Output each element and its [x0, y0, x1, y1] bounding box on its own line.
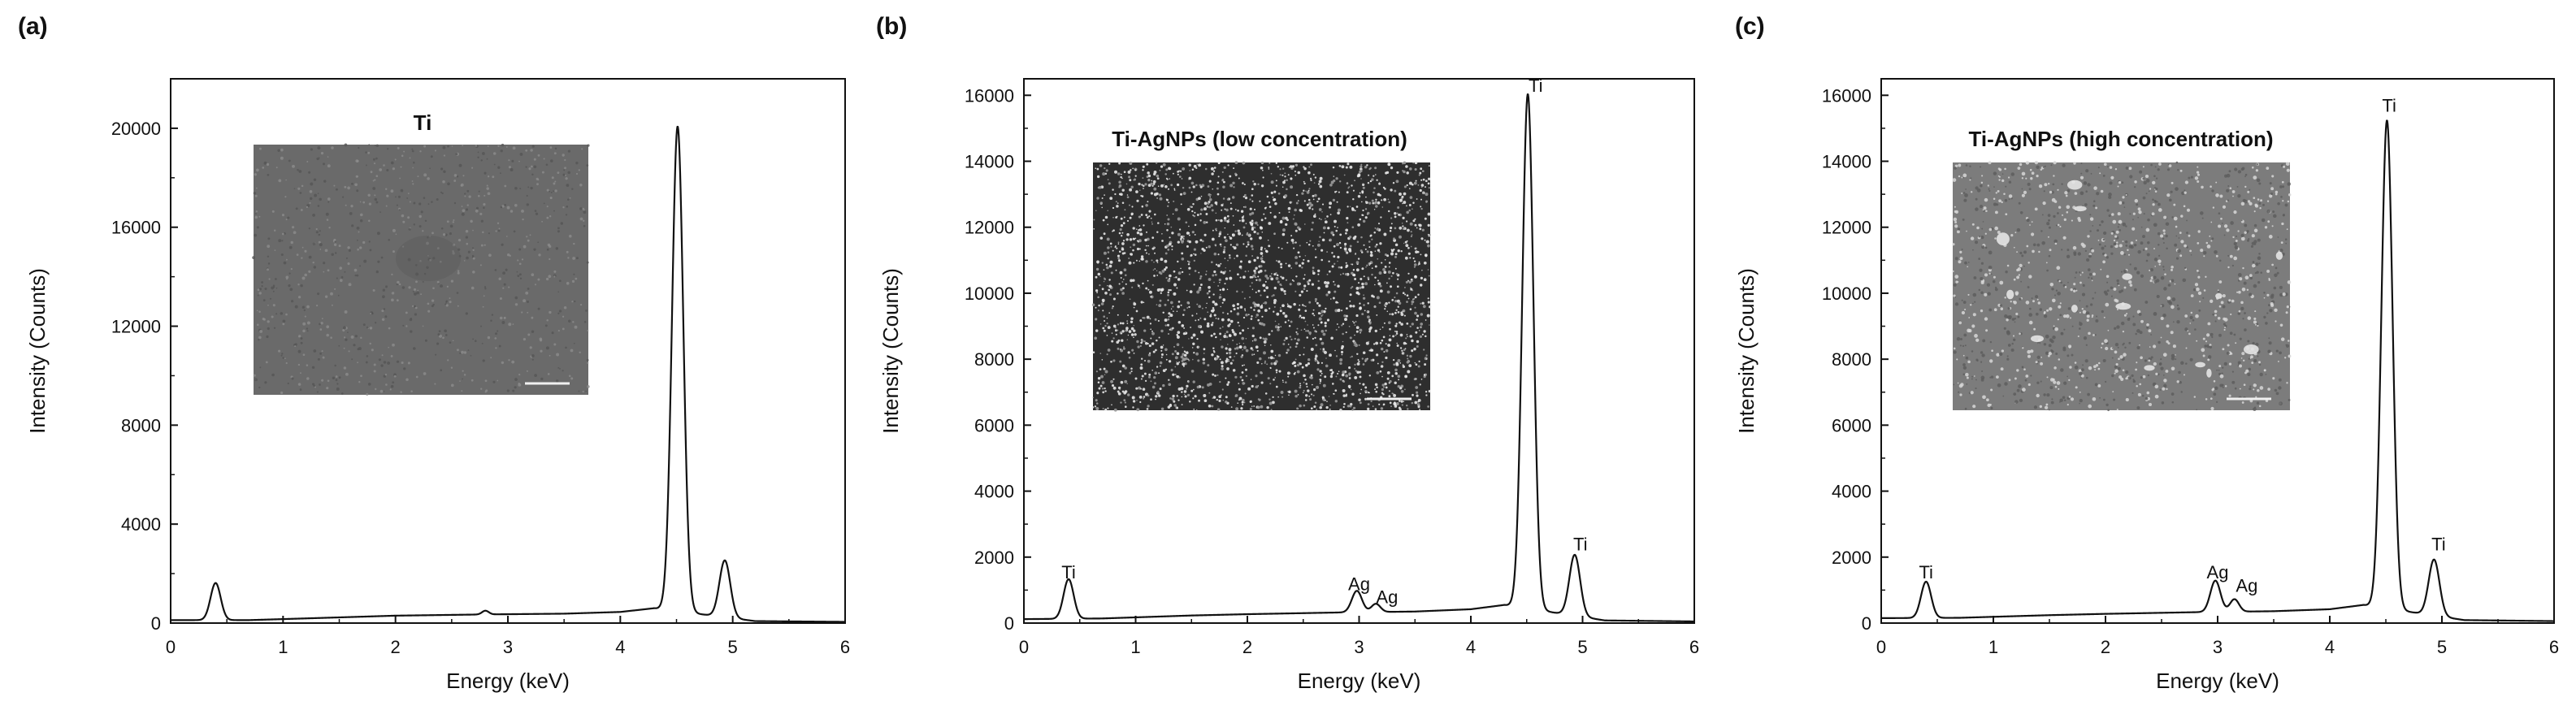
x-tick-label: 6: [2549, 637, 2559, 657]
y-tick-label: 12000: [111, 317, 161, 337]
x-axis-label: Energy (keV): [1298, 669, 1421, 693]
inset-title: Ti: [414, 110, 432, 135]
y-tick-label: 20000: [111, 119, 161, 139]
y-tick-label: 0: [1862, 613, 1871, 634]
agnp-cluster: [1996, 232, 2010, 246]
x-tick-label: 3: [1354, 637, 1364, 657]
agnp-cluster: [2215, 292, 2223, 299]
y-tick-label: 4000: [121, 514, 161, 535]
sem-texture: [252, 143, 590, 396]
eds-spectrum-line: [170, 125, 846, 623]
peak-label: Ag: [2207, 562, 2229, 582]
x-tick-label: 4: [1466, 637, 1476, 657]
peak-label: Ti: [2382, 96, 2396, 116]
x-tick-label: 4: [615, 637, 625, 657]
y-tick-label: 8000: [974, 349, 1014, 370]
agnp-cluster: [2067, 180, 2083, 190]
eds-spectrum-line: [1880, 119, 2555, 622]
x-tick-label: 5: [2437, 637, 2447, 657]
peak-label: Ti: [1919, 562, 1933, 582]
dark-patch: [396, 236, 461, 281]
y-tick-label: 16000: [1822, 85, 1871, 106]
x-tick-label: 6: [1689, 637, 1699, 657]
chart-panel-c: (c) 0 1 2 3 4 5 6 0 2000 4000 6000 8000 10000 12000 140…: [1734, 13, 2559, 693]
x-tick-label: 0: [166, 637, 176, 657]
y-tick-label: 12000: [965, 218, 1014, 238]
sem-texture: [1091, 161, 1432, 412]
y-tick-label: 6000: [1832, 415, 1871, 435]
peak-label: Ag: [2236, 575, 2257, 595]
y-tick-label: 14000: [965, 152, 1014, 172]
x-tick-label: 5: [1577, 637, 1587, 657]
x-tick-label: 0: [1019, 637, 1029, 657]
x-axis-label: Energy (keV): [446, 669, 570, 693]
peak-label: Ti: [2431, 535, 2446, 555]
panel-label: (b): [876, 13, 907, 40]
inset-title: Ti-AgNPs (low concentration): [1112, 127, 1407, 151]
x-tick-label: 6: [840, 637, 850, 657]
inset-title: Ti-AgNPs (high concentration): [1968, 127, 2273, 151]
y-axis-label: Intensity (Counts): [1734, 268, 1759, 434]
chart-panel-a: (a) 0 1 2 3 4 5 6 0 4000 8000 12000 16000 20000 Energy…: [18, 13, 850, 693]
x-tick-label: 0: [1876, 637, 1886, 657]
y-tick-label: 8000: [1832, 349, 1871, 370]
eds-spectrum-line: [1023, 93, 1695, 623]
y-tick-label: 4000: [974, 482, 1014, 502]
agnp-cluster: [2244, 344, 2259, 355]
x-tick-label: 2: [391, 637, 401, 657]
y-axis-label: Intensity (Counts): [878, 268, 903, 434]
peak-label: Ti: [1573, 535, 1588, 555]
peak-label: Ti: [1529, 76, 1543, 96]
y-tick-label: 14000: [1822, 152, 1871, 172]
agnp-cluster: [2206, 368, 2212, 378]
agnp-cluster: [2074, 206, 2087, 212]
y-tick-label: 0: [1004, 613, 1014, 634]
y-tick-label: 16000: [111, 218, 161, 238]
x-tick-label: 1: [278, 637, 288, 657]
x-tick-label: 3: [2213, 637, 2223, 657]
sem-image-background: [254, 145, 588, 395]
agnp-cluster: [2275, 251, 2283, 260]
y-tick-label: 10000: [1822, 284, 1871, 304]
x-tick-label: 3: [503, 637, 513, 657]
x-tick-label: 1: [1130, 637, 1140, 657]
x-tick-label: 2: [2101, 637, 2110, 657]
peak-label: Ag: [1348, 574, 1370, 594]
y-tick-label: 2000: [1832, 548, 1871, 568]
y-tick-label: 2000: [974, 548, 1014, 568]
y-tick-label: 8000: [121, 415, 161, 435]
sem-image-background: [1953, 162, 2290, 410]
agnp-cluster: [2006, 289, 2014, 300]
agnp-cluster: [2144, 365, 2155, 371]
y-tick-label: 6000: [974, 415, 1014, 435]
y-tick-label: 16000: [965, 85, 1014, 106]
y-tick-label: 0: [151, 613, 161, 634]
x-axis-label: Energy (keV): [2156, 669, 2279, 693]
agnp-cluster: [2071, 305, 2078, 313]
agnp-cluster: [2031, 335, 2044, 343]
peak-label: Ag: [1376, 587, 1398, 608]
peak-label: Ti: [1061, 562, 1076, 582]
y-tick-label: 4000: [1832, 482, 1871, 502]
chart-panel-b: (b) 0 1 2 3 4 5 6 0 2000 4000 6000 8000 10000 12000 140…: [876, 13, 1699, 693]
agnp-cluster: [2122, 273, 2132, 280]
x-tick-label: 2: [1242, 637, 1252, 657]
panel-label: (c): [1735, 13, 1765, 40]
panel-label: (a): [18, 13, 48, 40]
y-tick-label: 12000: [1822, 218, 1871, 238]
agnp-cluster: [2195, 362, 2205, 368]
sem-texture: [1952, 160, 2292, 412]
x-tick-label: 4: [2325, 637, 2335, 657]
y-tick-label: 10000: [965, 284, 1014, 304]
y-axis-label: Intensity (Counts): [25, 268, 50, 434]
agnp-cluster: [2115, 302, 2131, 310]
x-tick-label: 5: [728, 637, 738, 657]
x-tick-label: 1: [1988, 637, 1998, 657]
